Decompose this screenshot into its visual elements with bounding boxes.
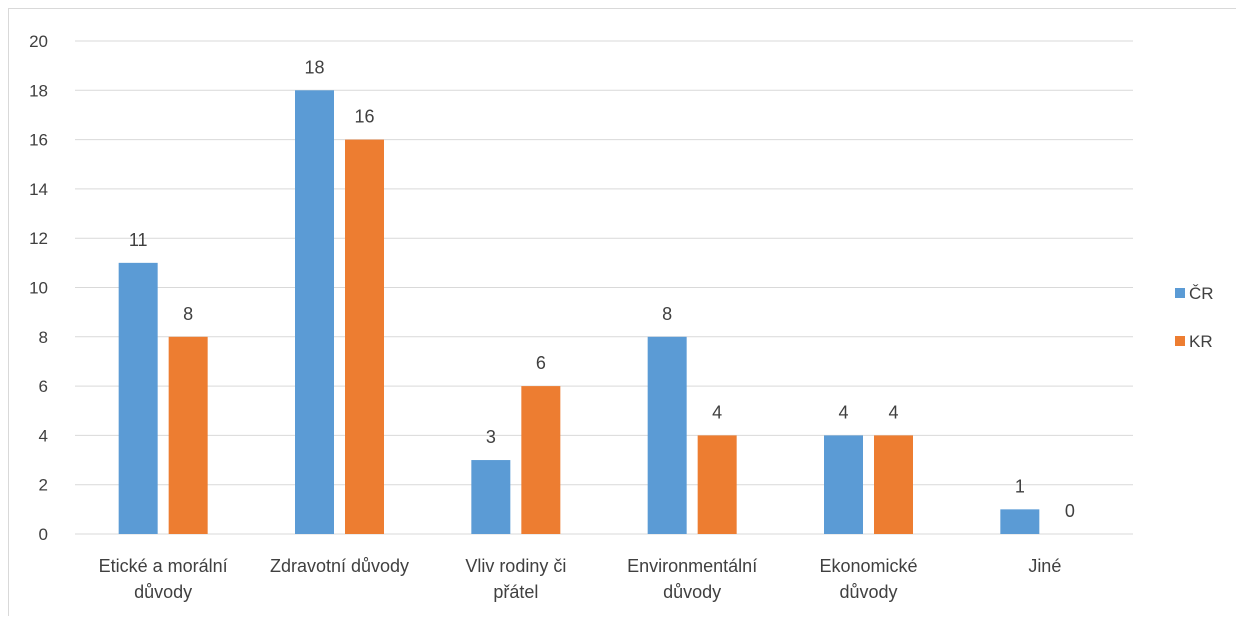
legend-label-čr: ČR bbox=[1189, 284, 1214, 303]
data-label: 8 bbox=[662, 304, 672, 324]
bar-kr bbox=[345, 139, 384, 534]
y-tick-label: 16 bbox=[29, 131, 48, 150]
bar-kr bbox=[521, 386, 561, 534]
gridlines bbox=[75, 40, 1133, 535]
y-tick-label: 0 bbox=[39, 525, 48, 544]
bar-čr bbox=[295, 90, 334, 535]
legend-swatch-čr bbox=[1175, 288, 1185, 298]
data-label: 1 bbox=[1015, 476, 1025, 496]
bar-kr bbox=[874, 435, 913, 534]
x-category-line: důvody bbox=[663, 582, 721, 602]
x-category-label: Environmentální důvody bbox=[627, 556, 757, 602]
x-category-label: Vliv rodiny či přátel bbox=[465, 556, 566, 602]
x-category-line: Etické a morální bbox=[99, 556, 228, 576]
data-label: 4 bbox=[838, 402, 848, 422]
bars bbox=[118, 90, 1040, 535]
x-category-line: přátel bbox=[493, 582, 538, 602]
bar-kr bbox=[168, 336, 208, 534]
y-tick-label: 20 bbox=[29, 32, 48, 51]
x-category-label: Zdravotní důvody bbox=[270, 556, 409, 576]
data-label: 16 bbox=[354, 107, 374, 127]
y-axis-ticks: 0 2 4 6 8 10 12 14 16 18 20 bbox=[29, 32, 48, 544]
y-tick-label: 14 bbox=[29, 180, 48, 199]
data-label: 4 bbox=[888, 402, 898, 422]
data-labels: 11 8 18 16 3 6 8 4 4 4 1 0 bbox=[129, 57, 1075, 521]
bar-čr bbox=[647, 336, 687, 534]
y-tick-label: 12 bbox=[29, 229, 48, 248]
data-label: 4 bbox=[712, 402, 722, 422]
data-label: 8 bbox=[183, 304, 193, 324]
data-label: 3 bbox=[486, 427, 496, 447]
y-tick-label: 6 bbox=[39, 377, 48, 396]
bar-kr bbox=[697, 435, 737, 534]
y-tick-label: 10 bbox=[29, 279, 48, 298]
x-category-line: Vliv rodiny či bbox=[465, 556, 566, 576]
x-category-label: Ekonomické důvody bbox=[819, 556, 917, 602]
x-category-line: Jiné bbox=[1028, 556, 1061, 576]
y-tick-label: 2 bbox=[39, 476, 48, 495]
x-category-line: Environmentální bbox=[627, 556, 757, 576]
y-tick-label: 4 bbox=[39, 426, 48, 445]
data-label: 0 bbox=[1065, 501, 1075, 521]
data-label: 6 bbox=[536, 353, 546, 373]
bar-čr bbox=[471, 460, 511, 534]
chart-frame bbox=[8, 8, 1236, 616]
bar-čr bbox=[824, 435, 863, 534]
bar-čr bbox=[118, 262, 158, 534]
x-category-label: Etické a morální důvody bbox=[99, 556, 228, 602]
x-category-line: důvody bbox=[839, 582, 897, 602]
x-category-line: Ekonomické bbox=[819, 556, 917, 576]
y-tick-label: 18 bbox=[29, 81, 48, 100]
y-tick-label: 8 bbox=[39, 328, 48, 347]
x-category-label: Jiné bbox=[1028, 556, 1061, 576]
data-label: 11 bbox=[129, 230, 148, 250]
bar-čr bbox=[1000, 509, 1040, 534]
legend-label-kr: KR bbox=[1189, 332, 1213, 351]
legend: ČR KR bbox=[1175, 284, 1214, 351]
x-category-line: důvody bbox=[134, 582, 192, 602]
x-category-line: Zdravotní důvody bbox=[270, 556, 409, 576]
legend-swatch-kr bbox=[1175, 336, 1185, 346]
data-label: 18 bbox=[304, 57, 324, 77]
x-axis-categories: Etické a morální důvody Zdravotní důvody Vl… bbox=[99, 556, 1062, 602]
